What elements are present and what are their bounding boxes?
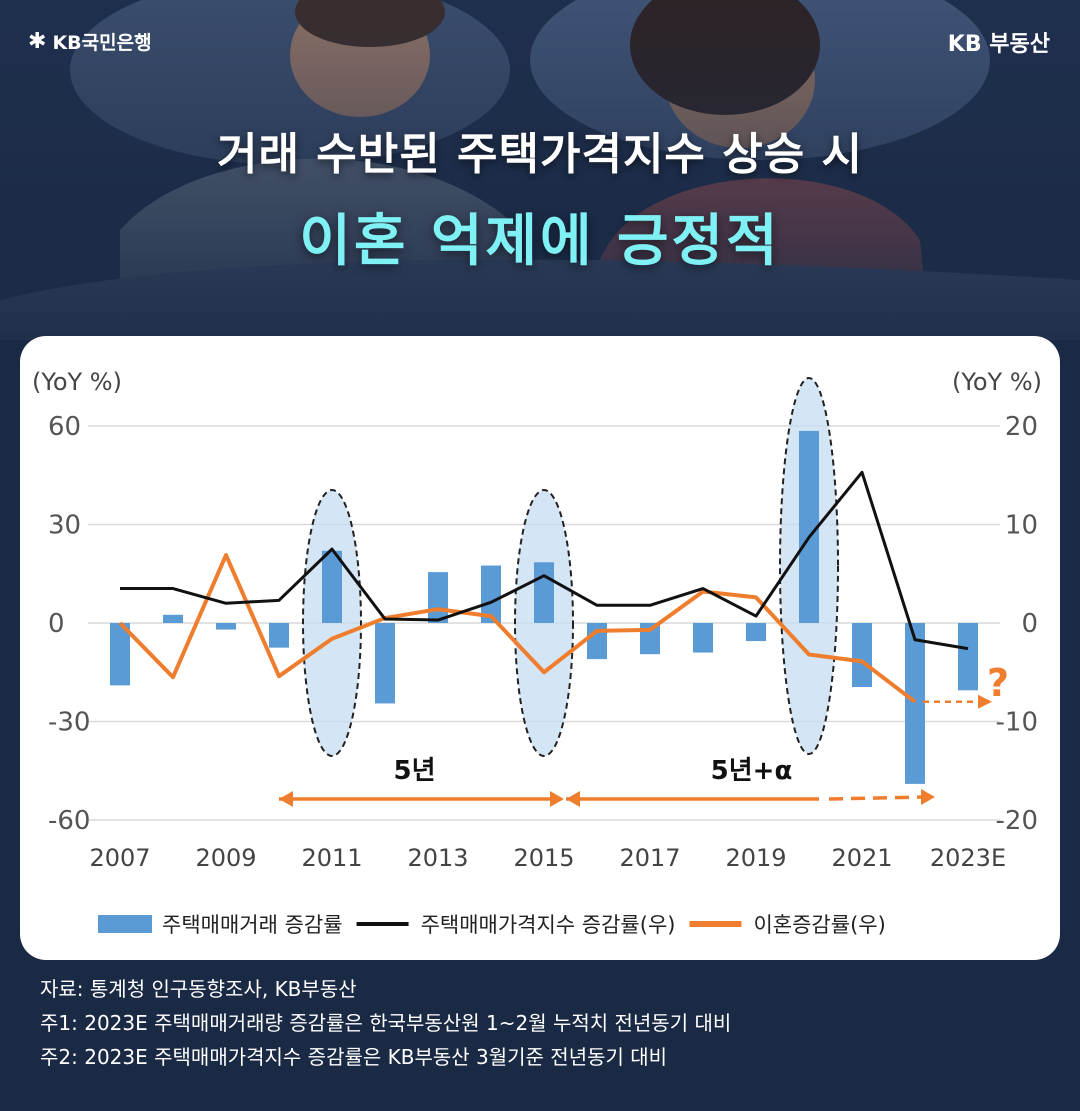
kb-star-icon: ✱ <box>28 29 47 54</box>
page-title-line2: 이혼 억제에 긍정적 <box>299 209 781 274</box>
bar-transaction <box>163 614 183 623</box>
x-axis-tick: 2007 <box>89 844 150 872</box>
right-axis-tick: -20 <box>996 806 1038 836</box>
period-label: 5년 <box>393 756 435 786</box>
brand-left-text: KB국민은행 <box>52 32 152 54</box>
x-axis-tick: 2009 <box>195 844 256 872</box>
legend-swatch-bar <box>98 915 152 933</box>
brand-logo-left: ✱ KB국민은행 <box>28 28 152 55</box>
bar-transaction <box>216 623 236 630</box>
right-axis-tick: 10 <box>1005 511 1038 541</box>
period-arrow-dashed <box>828 795 926 801</box>
bar-transaction <box>428 572 448 623</box>
right-axis-tick: -10 <box>996 708 1038 738</box>
x-axis-tick: 2011 <box>301 844 362 872</box>
question-mark-icon: ? <box>987 661 1009 705</box>
brand-logo-right: KB 부동산 <box>947 32 1050 57</box>
bar-transaction <box>693 623 713 653</box>
period-label: 5년+α <box>711 756 793 786</box>
bar-transaction <box>110 623 130 686</box>
bar-transaction <box>481 565 501 623</box>
bar-transaction <box>746 623 766 642</box>
period-arrowhead-left <box>279 791 293 807</box>
source-note: 자료: 통계청 인구동향조사, KB부동산 <box>40 977 357 1001</box>
bar-transaction <box>375 623 395 704</box>
chart-card: 60 20 30 10 0 0 -30 -10 -60 -20 (YoY %) (YoY %)? 5년 5… <box>20 336 1060 960</box>
bar-transaction <box>534 562 554 623</box>
x-axis-tick: 2019 <box>725 844 786 872</box>
footnote-1: 주1: 2023E 주택매매거래량 증감률은 한국부동산원 1~2월 누적치 전… <box>40 1011 732 1035</box>
bar-transaction <box>269 623 289 648</box>
bar-transaction <box>322 550 342 623</box>
line-divorce-rate <box>118 553 917 704</box>
period-arrowhead-left <box>566 791 580 807</box>
legend-label: 이혼증감률(우) <box>753 913 885 937</box>
legend-label: 주택매매가격지수 증감률(우) <box>421 913 676 937</box>
x-axis-tick: 2023E <box>930 844 1006 872</box>
left-axis-tick: 60 <box>48 412 81 442</box>
right-axis-tick: 20 <box>1005 412 1038 442</box>
bar-transaction <box>587 623 607 660</box>
left-axis-tick: -60 <box>48 806 90 836</box>
line-price-index <box>120 470 969 651</box>
x-axis-tick: 2015 <box>513 844 574 872</box>
left-axis-tick: 30 <box>48 511 81 541</box>
bar-transaction <box>958 623 978 691</box>
right-axis-unit: (YoY %) <box>952 368 1042 396</box>
right-axis-tick: 0 <box>1021 609 1038 639</box>
bar-transaction <box>852 623 872 688</box>
period-arrowhead-right <box>921 789 935 805</box>
left-axis-unit: (YoY %) <box>32 368 122 396</box>
left-axis-tick: -30 <box>48 708 90 738</box>
page-title-line1: 거래 수반된 주택가격지수 상승 시 <box>217 129 863 180</box>
combo-chart: 60 20 30 10 0 0 -30 -10 -60 -20 (YoY %) (YoY %)? 5년 5… <box>32 368 1042 937</box>
legend-label: 주택매매거래 증감률 <box>162 913 343 937</box>
bar-transaction <box>799 430 819 623</box>
background-illustration <box>0 0 1080 340</box>
footnotes: 자료: 통계청 인구동향조사, KB부동산 주1: 2023E 주택매매거래량 … <box>40 972 731 1074</box>
footnote-2: 주2: 2023E 주택매매가격지수 증감률은 KB부동산 3월기준 전년동기 … <box>40 1045 668 1069</box>
left-axis-tick: 0 <box>48 609 65 639</box>
x-axis-tick: 2013 <box>407 844 468 872</box>
x-axis-tick: 2017 <box>619 844 680 872</box>
projection-arrowhead <box>978 694 992 709</box>
period-arrowhead-right <box>550 791 564 807</box>
bar-transaction <box>905 623 925 784</box>
x-axis-tick: 2021 <box>831 844 892 872</box>
